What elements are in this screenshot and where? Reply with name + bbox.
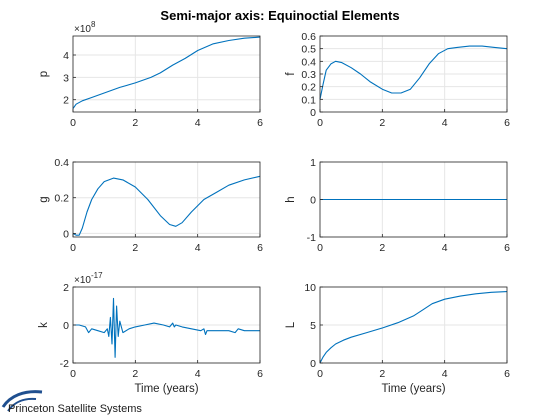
y-tick-label-L-0: 0 — [310, 358, 316, 370]
y-tick-label-h-2: 1 — [310, 157, 316, 169]
y-axis-label-k: k — [38, 322, 50, 328]
x-axis-label-k: Time (years) — [134, 383, 198, 395]
company-logo: Princeton Satellite Systems — [1, 390, 142, 415]
y-tick-label-p-1: 3 — [63, 72, 69, 84]
subplot-f: 0 2 4 6 00.10.20.30.40.50.6 f — [285, 31, 510, 129]
x-tick-label-L-0: 0 — [317, 368, 323, 380]
subplot-g: 0 2 4 6 0 0.2 0.4 g — [38, 157, 263, 254]
y-tick-label-f-6: 0.6 — [301, 31, 316, 43]
y-axis-label-p: p — [38, 71, 50, 77]
series-line-L — [319, 291, 508, 364]
x-tick-label-k-0: 0 — [70, 368, 76, 380]
y-tick-label-L-1: 5 — [310, 320, 316, 332]
series-line-k — [73, 297, 260, 358]
y-axis-label-g: g — [38, 196, 50, 202]
y-tick-label-k-0: -2 — [60, 358, 69, 370]
series-line-g — [72, 175, 261, 236]
y-tick-label-p-2: 4 — [63, 50, 69, 62]
series-line-f — [319, 45, 508, 100]
x-tick-label-g-2: 4 — [195, 242, 201, 254]
x-tick-label-f-2: 4 — [442, 117, 448, 129]
y-tick-label-f-3: 0.3 — [301, 69, 316, 81]
x-tick-label-h-3: 6 — [504, 242, 510, 254]
y-exponent-p: ×108 — [74, 20, 96, 35]
logo-text: Princeton Satellite Systems — [8, 403, 142, 415]
y-tick-label-g-2: 0.4 — [54, 157, 69, 169]
x-tick-label-h-1: 2 — [379, 242, 385, 254]
y-axis-label-L: L — [285, 321, 297, 328]
y-tick-label-L-2: 10 — [304, 282, 316, 294]
axes-box-g — [72, 161, 261, 238]
y-tick-label-f-1: 0.1 — [301, 94, 316, 106]
x-tick-label-h-0: 0 — [317, 242, 323, 254]
axes-box-p — [72, 35, 261, 113]
y-tick-label-k-2: 2 — [63, 282, 69, 294]
x-tick-label-p-1: 2 — [132, 117, 138, 129]
y-tick-label-f-0: 0 — [310, 107, 316, 119]
x-tick-label-g-1: 2 — [132, 242, 138, 254]
y-tick-label-k-1: 0 — [63, 320, 69, 332]
y-tick-label-h-0: -1 — [307, 232, 316, 244]
x-axis-label-L: Time (years) — [381, 383, 445, 395]
x-tick-label-f-1: 2 — [379, 117, 385, 129]
x-tick-label-L-1: 2 — [379, 368, 385, 380]
x-tick-label-k-3: 6 — [257, 368, 263, 380]
x-tick-label-p-2: 4 — [195, 117, 201, 129]
y-tick-label-f-2: 0.2 — [301, 82, 316, 94]
y-tick-label-f-4: 0.4 — [301, 56, 316, 68]
logo-swoosh-icon — [1, 390, 43, 412]
series-line-p — [72, 36, 261, 109]
y-tick-label-f-5: 0.5 — [301, 44, 316, 56]
y-axis-label-f: f — [285, 72, 297, 76]
x-tick-label-k-1: 2 — [132, 368, 138, 380]
subplot-L: 0 2 4 6 0 5 10 L Time (years) — [285, 282, 510, 395]
x-tick-label-k-2: 4 — [195, 368, 201, 380]
x-tick-label-p-3: 6 — [257, 117, 263, 129]
x-tick-label-f-0: 0 — [317, 117, 323, 129]
y-tick-label-h-1: 0 — [310, 195, 316, 207]
x-tick-label-g-0: 0 — [70, 242, 76, 254]
x-tick-label-L-2: 4 — [442, 368, 448, 380]
y-tick-label-g-0: 0 — [63, 228, 69, 240]
x-tick-label-g-3: 6 — [257, 242, 263, 254]
x-tick-label-f-3: 6 — [504, 117, 510, 129]
y-axis-label-h: h — [285, 196, 297, 202]
x-tick-label-L-3: 6 — [504, 368, 510, 380]
y-tick-label-g-1: 0.2 — [54, 193, 69, 205]
y-tick-label-p-0: 2 — [63, 95, 69, 107]
x-tick-label-p-0: 0 — [70, 117, 76, 129]
y-exponent-k: ×10-17 — [74, 271, 103, 286]
x-tick-label-h-2: 4 — [442, 242, 448, 254]
figure-title: Semi-major axis: Equinoctial Elements — [160, 8, 399, 23]
